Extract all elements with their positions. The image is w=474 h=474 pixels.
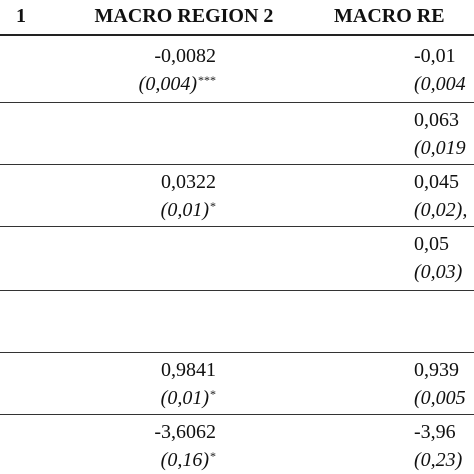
coef-cell: 0,9841	[161, 359, 216, 381]
se-cell: (0,23)	[414, 449, 463, 471]
significance-stars: *	[210, 449, 216, 463]
se-cell: (0,019	[414, 137, 466, 159]
se-cell: (0,01)*	[160, 387, 216, 409]
coef-cell: 0,063	[414, 109, 459, 131]
coef-cell: 0,05	[414, 233, 449, 255]
significance-stars: *	[210, 387, 216, 401]
header-rule	[0, 34, 474, 36]
header-col-1: 1	[16, 5, 26, 27]
coef-cell: -3,6062	[154, 421, 216, 443]
coef-cell: -3,96	[414, 421, 456, 443]
coef-cell: 0,939	[414, 359, 459, 381]
row-divider	[0, 102, 474, 103]
se-cell: (0,004)***	[138, 73, 216, 95]
se-cell: (0,16)*	[160, 449, 216, 471]
header-macro-region-2: MACRO REGION 2	[94, 5, 274, 27]
header-macro-region-3: MACRO RE	[334, 5, 445, 27]
se-cell: (0,01)*	[160, 199, 216, 221]
significance-stars: ***	[198, 73, 216, 87]
row-divider	[0, 414, 474, 415]
coef-cell: 0,0322	[161, 171, 216, 193]
row-divider	[0, 290, 474, 291]
se-cell: (0,02),	[414, 199, 468, 221]
se-cell: (0,004	[414, 73, 466, 95]
se-cell: (0,005	[414, 387, 466, 409]
row-divider	[0, 352, 474, 353]
coef-cell: -0,01	[414, 45, 456, 67]
coef-cell: -0,0082	[154, 45, 216, 67]
se-cell: (0,03)	[414, 261, 463, 283]
significance-stars: *	[210, 199, 216, 213]
row-divider	[0, 226, 474, 227]
row-divider	[0, 164, 474, 165]
coef-cell: 0,045	[414, 171, 459, 193]
